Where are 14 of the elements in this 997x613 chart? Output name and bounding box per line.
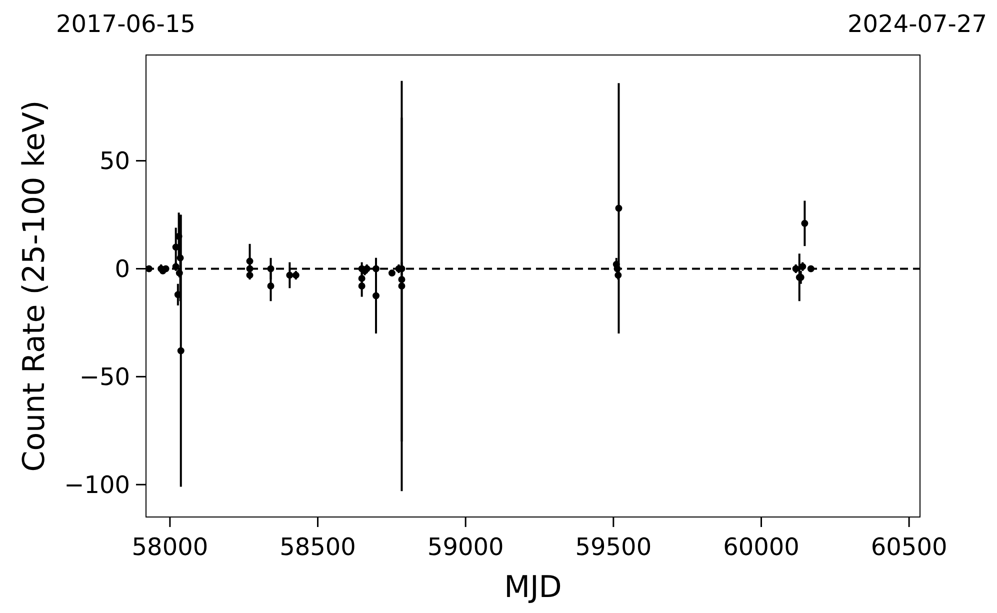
x-tick-label: 58000 [132, 533, 208, 561]
y-tick-label: −100 [64, 471, 130, 500]
x-tick-label: 59500 [575, 533, 652, 561]
y-tick-label: 0 [114, 255, 130, 284]
x-axis-title: MJD [504, 570, 562, 605]
y-tick-label: −50 [79, 363, 130, 392]
x-tick-label: 60000 [723, 533, 800, 561]
x-tick-label: 59000 [427, 533, 504, 561]
text: 2017-06-15 [56, 10, 196, 38]
x-tick-label: 58500 [280, 533, 356, 561]
y-tick-label: 50 [99, 147, 130, 176]
text: 2024-07-27 [848, 10, 987, 38]
y-axis-title: Count Rate (25-100 keV) [17, 100, 52, 472]
x-tick-label: 60500 [870, 533, 948, 561]
